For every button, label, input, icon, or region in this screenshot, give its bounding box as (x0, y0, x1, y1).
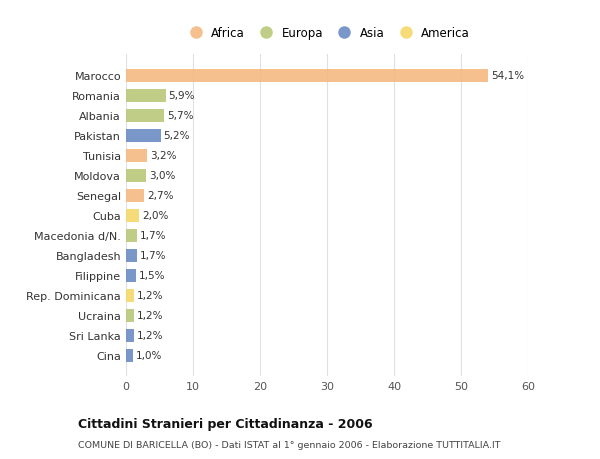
Text: 3,2%: 3,2% (150, 151, 176, 161)
Text: 1,7%: 1,7% (140, 231, 167, 241)
Bar (126, 269, 136, 282)
Bar (126, 90, 166, 102)
Bar (126, 329, 134, 342)
Bar (126, 129, 161, 142)
Bar (126, 169, 146, 182)
Text: 3,0%: 3,0% (149, 171, 175, 181)
Bar (126, 150, 148, 162)
Bar (126, 209, 139, 222)
Bar (126, 309, 134, 322)
Text: 1,0%: 1,0% (136, 350, 162, 360)
Text: 2,7%: 2,7% (147, 191, 173, 201)
Bar (126, 349, 133, 362)
Bar (126, 229, 137, 242)
Text: 1,2%: 1,2% (137, 310, 163, 320)
Legend: Africa, Europa, Asia, America: Africa, Europa, Asia, America (179, 22, 475, 45)
Text: 54,1%: 54,1% (491, 71, 524, 81)
Text: Cittadini Stranieri per Cittadinanza - 2006: Cittadini Stranieri per Cittadinanza - 2… (78, 417, 373, 430)
Text: 1,5%: 1,5% (139, 270, 165, 280)
Text: COMUNE DI BARICELLA (BO) - Dati ISTAT al 1° gennaio 2006 - Elaborazione TUTTITAL: COMUNE DI BARICELLA (BO) - Dati ISTAT al… (78, 441, 500, 449)
Bar (126, 189, 144, 202)
Bar (126, 289, 134, 302)
Text: 1,7%: 1,7% (140, 251, 167, 261)
Bar (126, 70, 488, 83)
Text: 1,2%: 1,2% (137, 291, 163, 301)
Text: 5,2%: 5,2% (164, 131, 190, 141)
Bar (126, 110, 164, 123)
Bar (126, 249, 137, 262)
Text: 5,9%: 5,9% (168, 91, 195, 101)
Text: 1,2%: 1,2% (137, 330, 163, 340)
Text: 2,0%: 2,0% (142, 211, 169, 221)
Text: 5,7%: 5,7% (167, 111, 193, 121)
